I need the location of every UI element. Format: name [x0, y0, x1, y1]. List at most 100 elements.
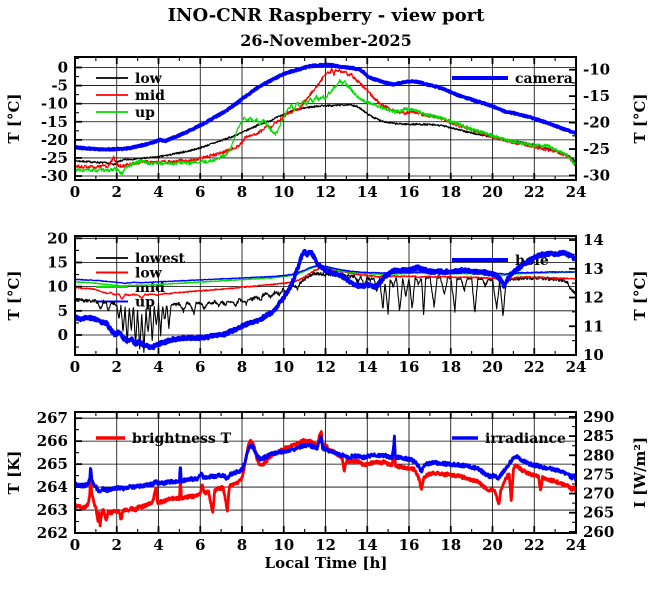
x-tick-label: 4 [153, 358, 163, 376]
y-left-tick-label: 0 [58, 326, 68, 344]
x-tick-label: 20 [482, 183, 503, 201]
y-left-tick-label: 0 [58, 58, 68, 76]
y-left-tick-label: -10 [41, 95, 68, 113]
y-right-axis-title: T [°C] [631, 93, 649, 143]
y-left-axis-title: T [°C] [5, 270, 23, 320]
y-left-tick-label: 264 [37, 478, 68, 496]
y-right-tick-label: 290 [583, 408, 614, 426]
y-left-tick-label: 10 [47, 278, 68, 296]
y-right-tick-label: 11 [583, 317, 604, 335]
page-title: INO-CNR Raspberry - view port [168, 5, 485, 26]
x-tick-label: 8 [237, 536, 247, 554]
y-left-tick-label: 15 [47, 253, 68, 271]
y-left-tick-label: 5 [58, 302, 68, 320]
x-tick-label: 12 [315, 536, 336, 554]
y-left-tick-label: 267 [37, 409, 68, 427]
y-left-tick-label: 263 [37, 501, 68, 519]
legend-label: up [135, 295, 155, 311]
y-left-tick-label: 20 [47, 229, 68, 247]
y-right-tick-label: 275 [583, 465, 614, 483]
y-left-tick-label: -15 [41, 113, 68, 131]
y-right-tick-label: 14 [583, 231, 604, 249]
x-tick-label: 14 [357, 183, 378, 201]
viewport-temperatures-chart: 0 2 4 6 8 10 12 14 16 18 20 22 240-5-10-15-20-25-30-… [5, 56, 649, 201]
y-right-tick-label: -25 [583, 140, 610, 158]
legend-label: irradiance [485, 431, 566, 447]
x-tick-label: 24 [566, 183, 587, 201]
x-axis-title: Local Time [h] [265, 554, 388, 572]
legend-label: low [135, 266, 163, 282]
y-right-tick-label: 280 [583, 446, 614, 464]
x-tick-label: 8 [237, 183, 247, 201]
legend-label: brightness T [132, 431, 232, 447]
x-tick-label: 0 [70, 183, 80, 201]
y-left-tick-label: -20 [41, 131, 68, 149]
series-line-camera [75, 62, 576, 152]
x-tick-label: 18 [440, 536, 461, 554]
legend-label: mid [135, 88, 165, 104]
y-right-tick-label: -15 [583, 87, 610, 105]
series-line-hole [75, 248, 576, 351]
x-tick-label: 6 [195, 536, 205, 554]
x-tick-label: 16 [399, 358, 420, 376]
x-tick-label: 6 [195, 183, 205, 201]
y-left-tick-label: 265 [37, 455, 68, 473]
x-tick-label: 20 [482, 358, 503, 376]
x-tick-label: 16 [399, 183, 420, 201]
x-tick-label: 10 [273, 358, 294, 376]
x-tick-label: 0 [70, 536, 80, 554]
page-subtitle: 26-November-2025 [240, 31, 412, 50]
x-tick-label: 24 [566, 536, 587, 554]
x-tick-label: 12 [315, 358, 336, 376]
x-tick-label: 22 [524, 183, 545, 201]
y-left-tick-label: 262 [37, 524, 68, 542]
y-right-tick-label: 270 [583, 485, 614, 503]
x-tick-label: 16 [399, 536, 420, 554]
y-right-tick-label: -20 [583, 114, 610, 132]
y-left-tick-label: -25 [41, 149, 68, 167]
x-tick-label: 4 [153, 536, 163, 554]
y-right-axis-title: I [W/m²] [631, 437, 649, 508]
y-left-axis-title: T [K] [5, 451, 23, 495]
y-right-tick-label: -30 [583, 167, 610, 185]
legend-label: camera [515, 71, 573, 87]
x-tick-label: 18 [440, 358, 461, 376]
x-tick-label: 24 [566, 358, 587, 376]
y-left-tick-label: -5 [51, 77, 68, 95]
y-right-axis-title: T [°C] [631, 270, 649, 320]
x-tick-label: 8 [237, 358, 247, 376]
y-left-axis-title: T [°C] [5, 93, 23, 143]
y-left-tick-label: -30 [41, 167, 68, 185]
charts-group: 0 2 4 6 8 10 12 14 16 18 20 22 240-5-10-15-20-25-30-… [5, 56, 649, 554]
y-right-tick-label: 13 [583, 260, 604, 278]
series-line-mid [75, 67, 576, 170]
plot-border [74, 56, 577, 181]
series-line-up [75, 79, 576, 176]
x-tick-label: 22 [524, 358, 545, 376]
series-group [75, 248, 576, 353]
series-line-irradiance [75, 434, 576, 494]
x-tick-label: 10 [273, 183, 294, 201]
radiometry-chart: 0 2 4 6 8 10 12 14 16 18 20 22 242672662652642632622… [5, 408, 649, 554]
x-tick-label: 6 [195, 358, 205, 376]
x-tick-label: 14 [357, 358, 378, 376]
x-tick-label: 22 [524, 536, 545, 554]
legend-label: lowest [135, 251, 185, 267]
x-tick-label: 2 [112, 536, 122, 554]
x-tick-label: 20 [482, 536, 503, 554]
plot-border [74, 411, 577, 534]
y-right-tick-label: 12 [583, 289, 604, 307]
y-right-tick-label: 10 [583, 346, 604, 364]
y-right-tick-label: 260 [583, 523, 614, 541]
series-group [75, 62, 576, 176]
y-right-tick-label: 285 [583, 427, 614, 445]
x-tick-label: 18 [440, 183, 461, 201]
internal-temperatures-chart: 0 2 4 6 8 10 12 14 16 18 20 22 24201510501413121110T… [5, 229, 649, 376]
plot-border [74, 235, 577, 356]
y-right-tick-label: 265 [583, 504, 614, 522]
x-tick-label: 10 [273, 536, 294, 554]
x-tick-label: 12 [315, 183, 336, 201]
